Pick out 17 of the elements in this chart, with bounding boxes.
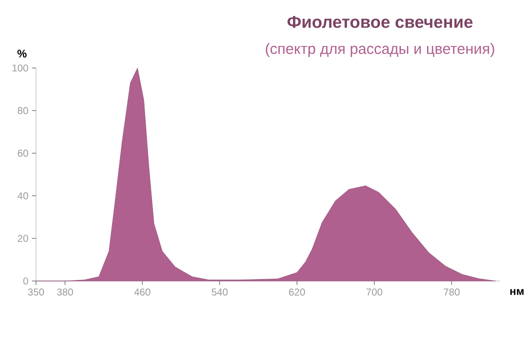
y-tick-label: 0 xyxy=(23,277,28,285)
y-tick-label: 100 xyxy=(12,64,28,72)
y-tick-label: 20 xyxy=(18,234,28,242)
x-tick-label: 780 xyxy=(444,288,460,296)
x-tick-label: 380 xyxy=(57,288,73,296)
y-tick-label: 80 xyxy=(18,107,28,114)
chart-subtitle: (спектр для рассады и цветения) xyxy=(266,43,494,57)
x-tick-label: 350 xyxy=(28,288,44,296)
x-axis-title: нм xyxy=(510,289,524,295)
y-tick-label: 60 xyxy=(18,150,28,157)
y-axis-title: % xyxy=(17,50,27,58)
x-tick-label: 620 xyxy=(289,288,305,296)
x-tick-label: 460 xyxy=(134,288,150,296)
y-tick-label: 40 xyxy=(18,192,28,200)
x-tick-label: 700 xyxy=(366,288,382,296)
x-tick-label: 540 xyxy=(212,288,228,296)
chart-title: Фиолетовое свечение xyxy=(287,16,473,28)
